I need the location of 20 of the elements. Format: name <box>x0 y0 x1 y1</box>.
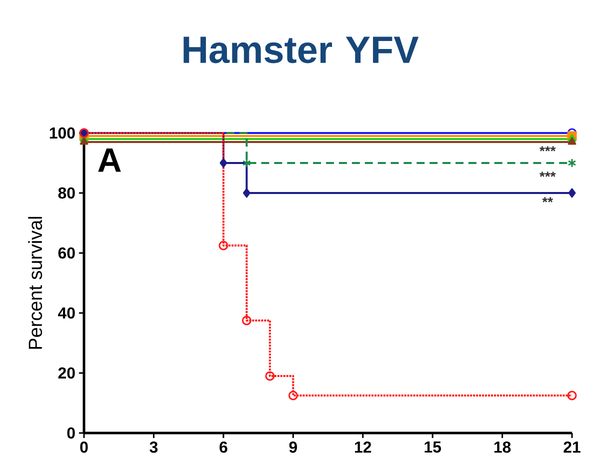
x-tick-label: 18 <box>494 441 511 453</box>
x-tick-label: 6 <box>220 441 228 453</box>
x-tick-label: 9 <box>289 441 297 453</box>
y-tick-label: 60 <box>58 247 75 259</box>
annotation: ** <box>542 197 554 202</box>
annotation: A <box>98 148 121 172</box>
y-axis-title: Percent survival <box>28 216 42 349</box>
x-tick-label: 3 <box>150 441 158 453</box>
annotation: *** <box>540 172 556 177</box>
y-tick-label: 20 <box>58 367 75 379</box>
chart-title: Hamster YFV <box>184 36 419 64</box>
x-tick-label: 15 <box>424 441 441 453</box>
x-tick-label: 21 <box>564 441 580 453</box>
y-tick-label: 80 <box>58 187 75 199</box>
y-tick-label: 100 <box>50 127 75 139</box>
x-tick-label: 0 <box>80 441 88 453</box>
x-tick-label: 12 <box>355 441 372 453</box>
annotation: *** <box>540 146 556 152</box>
y-tick-label: 0 <box>67 427 75 439</box>
y-tick-label: 40 <box>58 307 75 319</box>
